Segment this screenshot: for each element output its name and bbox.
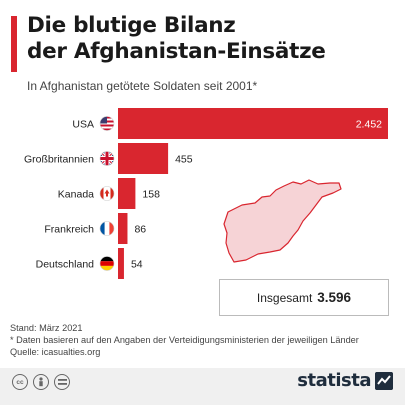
- logo-text: statista: [297, 370, 371, 391]
- bar-deutschland: [118, 248, 124, 279]
- value-label: 54: [131, 259, 143, 271]
- category-label: USA: [72, 119, 94, 131]
- total-label: Insgesamt: [256, 290, 313, 305]
- value-label: 86: [134, 224, 146, 236]
- footnote-note: * Daten basieren auf den Angaben der Ver…: [10, 335, 359, 345]
- nd-icon[interactable]: [54, 374, 70, 390]
- category-label: Großbritannien: [24, 154, 94, 166]
- bar-chart: USA 2.452 Großbritannien 455 Kanada 158 Frankr…: [24, 108, 388, 279]
- by-icon[interactable]: [33, 374, 49, 390]
- bar-frankreich: [118, 213, 128, 244]
- total-value: 3.596: [317, 290, 352, 305]
- category-label: Frankreich: [44, 224, 94, 236]
- footnote-source: Quelle: icasualties.org: [10, 347, 101, 357]
- us-flag-icon: [99, 116, 115, 131]
- bar-kanada: [118, 178, 136, 209]
- total-box: Insgesamt 3.596: [219, 279, 389, 316]
- afghanistan-map-icon: [223, 179, 342, 263]
- cc-icon[interactable]: cc: [12, 374, 28, 390]
- chart-title: Die blutige Bilanz der Afghanistan-Einsä…: [27, 13, 326, 65]
- license-icons: cc: [12, 374, 70, 390]
- value-label: 2.452: [356, 119, 382, 131]
- title-accent-bar: [11, 16, 17, 72]
- canada-flag-icon: [99, 186, 115, 201]
- bar-usa: [118, 108, 388, 139]
- value-label: 455: [175, 154, 193, 166]
- chart-subtitle: In Afghanistan getötete Soldaten seit 20…: [27, 79, 258, 93]
- footnote-stand: Stand: März 2021: [10, 323, 83, 333]
- category-label: Kanada: [58, 189, 94, 201]
- title-line-2: der Afghanistan-Einsätze: [27, 39, 326, 64]
- france-flag-icon: [99, 221, 115, 236]
- title-line-1: Die blutige Bilanz: [27, 13, 236, 38]
- germany-flag-icon: [99, 256, 115, 271]
- bar-großbritannien: [118, 143, 169, 174]
- footnotes: Stand: März 2021 * Daten basieren auf de…: [10, 322, 359, 358]
- category-label: Deutschland: [36, 259, 95, 271]
- statista-logo[interactable]: statista: [297, 370, 393, 391]
- statista-logo-icon: [375, 371, 393, 390]
- value-label: 158: [142, 189, 160, 201]
- uk-flag-icon: [99, 151, 115, 166]
